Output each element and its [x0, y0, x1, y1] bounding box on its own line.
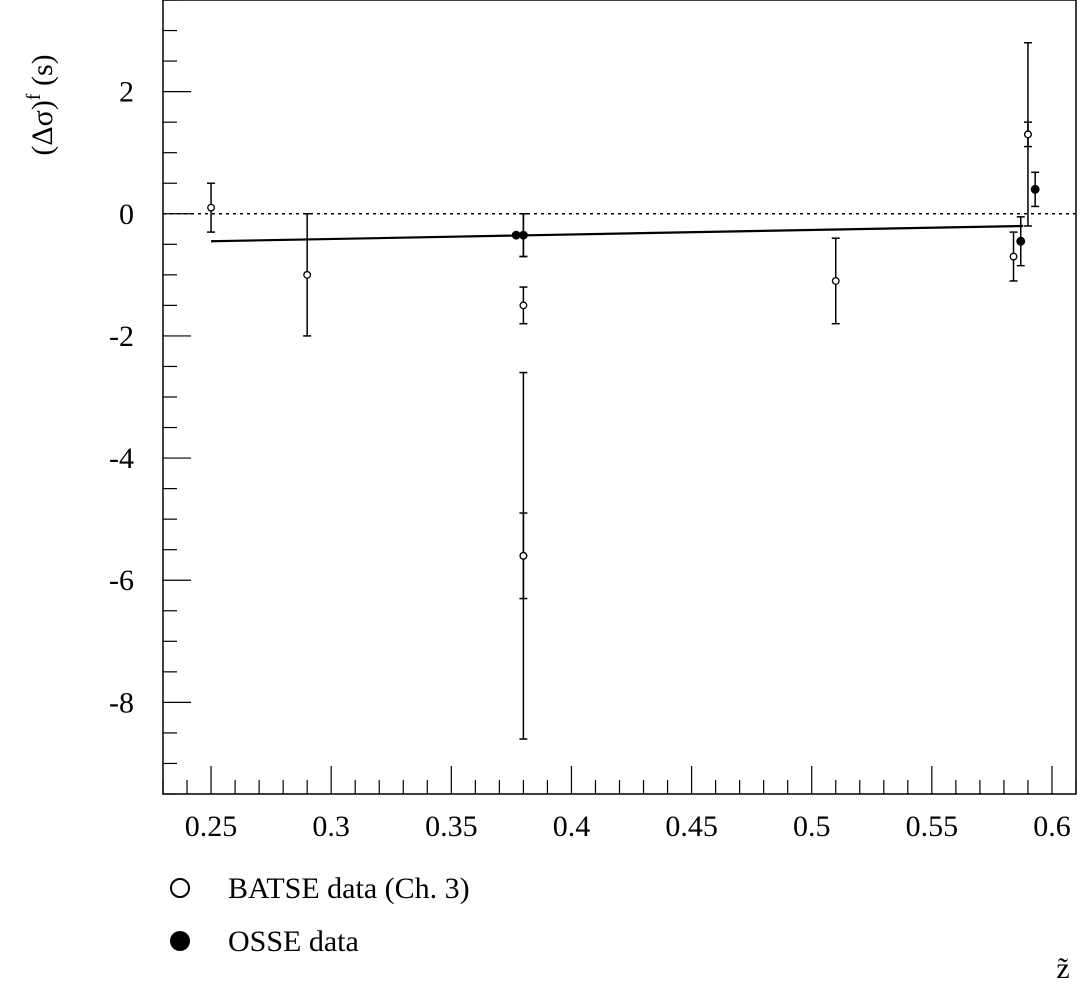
batse-data-point [207, 203, 216, 212]
x-tick-label: 0.4 [553, 810, 591, 843]
legend-label-batse: BATSE data (Ch. 3) [228, 872, 470, 905]
x-axis-label: z̃ [1056, 952, 1069, 985]
x-tick-label: 0.6 [1033, 810, 1071, 843]
legend: BATSE data (Ch. 3) OSSE data [170, 872, 470, 958]
batse-data-point [519, 301, 528, 310]
x-tick-label: 0.55 [906, 810, 959, 843]
x-tick-label: 0.25 [185, 810, 238, 843]
osse-data-point [1016, 236, 1026, 246]
fit-line [211, 224, 1024, 243]
y-tick-label: 0 [119, 198, 134, 231]
fit-line-group [211, 224, 1024, 243]
x-tick-label: 0.5 [793, 810, 831, 843]
osse-data-point [1030, 184, 1040, 194]
y-tick-label: -6 [109, 564, 134, 597]
x-tick-label: 0.3 [312, 810, 350, 843]
plot-frame [162, 0, 1077, 795]
y-tick-label: -8 [109, 686, 134, 719]
batse-data-point [303, 270, 312, 279]
data-points-group [207, 42, 1040, 740]
legend-marker-osse [170, 931, 190, 951]
legend-label-osse: OSSE data [228, 925, 359, 958]
y-tick-label: -4 [109, 442, 134, 475]
x-tick-label: 0.35 [425, 810, 478, 843]
y-axis-ticks: -8 -6 -4 -2 0 2 [109, 0, 191, 795]
batse-data-point [519, 551, 528, 560]
x-tick-label: 0.45 [665, 810, 718, 843]
osse-data-point [511, 230, 521, 240]
x-axis-ticks: 0.25 0.3 0.35 0.4 0.45 0.5 0.55 0.6 [162, 766, 1077, 843]
batse-data-point [831, 277, 840, 285]
batse-data-point [1009, 252, 1018, 261]
y-tick-label: -2 [109, 320, 134, 353]
y-tick-label: 2 [119, 76, 134, 109]
legend-marker-batse [170, 878, 190, 898]
y-axis-label: (Δσ)f (s) [23, 54, 59, 155]
osse-data-point [518, 230, 528, 240]
batse-data-point [1023, 130, 1032, 139]
